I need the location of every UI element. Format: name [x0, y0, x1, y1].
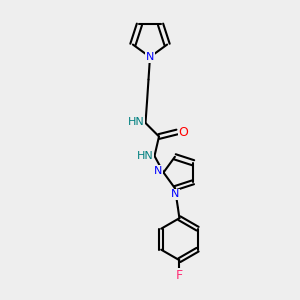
Text: F: F — [176, 269, 183, 282]
Text: N: N — [154, 166, 162, 176]
Text: HN: HN — [136, 151, 153, 161]
Text: N: N — [146, 52, 154, 62]
Text: O: O — [179, 125, 188, 139]
Text: HN: HN — [128, 116, 144, 127]
Text: N: N — [171, 189, 179, 199]
